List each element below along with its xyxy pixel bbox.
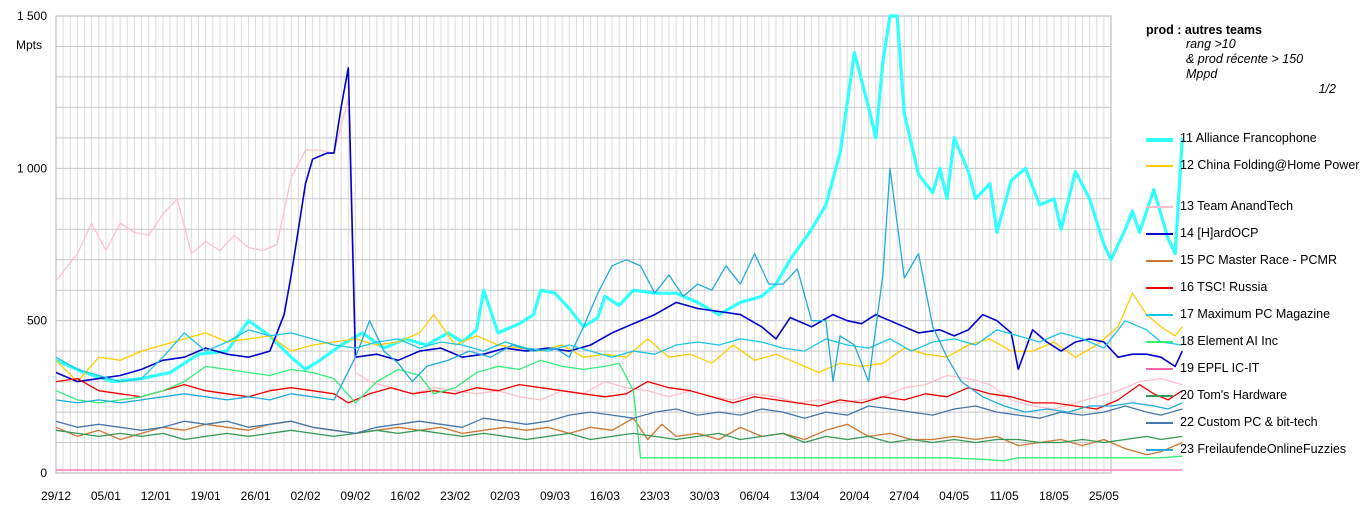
x-tick-label: 27/04 — [889, 489, 919, 503]
x-tick-label: 18/05 — [1039, 489, 1069, 503]
legend-label: 18 Element AI Inc — [1180, 334, 1278, 348]
legend-item: 12 China Folding@Home Power — [1146, 158, 1361, 173]
legend-item: 17 Maximum PC Magazine — [1146, 307, 1361, 322]
x-tick-label: 29/12 — [41, 489, 71, 503]
x-tick-label: 02/02 — [290, 489, 320, 503]
x-tick-label: 12/01 — [141, 489, 171, 503]
x-tick-label: 05/01 — [91, 489, 121, 503]
x-tick-label: 19/01 — [191, 489, 221, 503]
legend-swatch — [1146, 314, 1173, 316]
legend-item: 20 Tom's Hardware — [1146, 388, 1361, 403]
series-line-3 — [55, 67, 1184, 383]
chart-title: prod : autres teams — [1146, 23, 1263, 37]
legend-label: 17 Maximum PC Magazine — [1180, 307, 1331, 321]
x-tick-label: 09/02 — [340, 489, 370, 503]
x-tick-label: 23/02 — [440, 489, 470, 503]
chart-subtitle-line-1: rang >10 — [1186, 37, 1236, 51]
y-tick-label: 0 — [40, 466, 47, 480]
legend-swatch — [1146, 422, 1173, 424]
legend-swatch — [1146, 260, 1173, 262]
chart-title-block: prod : autres teams rang >10 & prod réce… — [1146, 23, 1336, 97]
series-layer — [55, 14, 1184, 471]
x-tick-label: 30/03 — [690, 489, 720, 503]
legend-label: 19 EPFL IC-IT — [1180, 361, 1260, 375]
legend-swatch — [1146, 341, 1173, 343]
legend-item: 19 EPFL IC-IT — [1146, 361, 1361, 376]
y-axis-label: Mpts — [16, 38, 43, 52]
x-tick-label: 06/04 — [740, 489, 770, 503]
page-indicator: 1/2 — [1318, 82, 1336, 96]
plot-frame — [55, 15, 1112, 474]
y-tick-label: 1 000 — [17, 161, 47, 175]
legend-label: 20 Tom's Hardware — [1180, 388, 1288, 402]
y-tick-label: 1 500 — [17, 9, 47, 23]
legend-swatch — [1146, 165, 1173, 167]
series-line-9 — [55, 429, 1183, 444]
legend-item: 22 Custom PC & bit-tech — [1146, 415, 1361, 430]
series-line-2 — [55, 97, 1183, 410]
legend-label: 13 Team AnandTech — [1180, 199, 1294, 213]
legend-label: 15 PC Master Race - PCMR — [1180, 253, 1337, 267]
legend-label: 14 [H]ardOCP — [1180, 226, 1259, 240]
legend-label: 23 FreilaufendeOnlineFuzzies — [1180, 442, 1347, 456]
legend-item: 14 [H]ardOCP — [1146, 226, 1361, 241]
x-tick-label: 02/03 — [490, 489, 520, 503]
legend-swatch — [1146, 395, 1173, 397]
grid-vertical — [62, 16, 1105, 473]
series-line-10 — [55, 405, 1183, 435]
series-line-1 — [55, 292, 1183, 383]
x-tick-label: 09/03 — [540, 489, 570, 503]
legend-label: 16 TSC! Russia — [1180, 280, 1268, 294]
legend-swatch — [1146, 368, 1173, 370]
x-tick-label: 11/05 — [990, 489, 1019, 503]
y-axis: 0 500 1 000 1 500 — [17, 9, 47, 480]
legend-swatch — [1146, 233, 1173, 235]
x-tick-label: 04/05 — [939, 489, 969, 503]
legend-item: 16 TSC! Russia — [1146, 280, 1361, 295]
legend-swatch — [1146, 206, 1173, 208]
legend-swatch — [1146, 287, 1173, 289]
x-tick-label: 13/04 — [789, 489, 819, 503]
x-tick-label: 26/01 — [241, 489, 271, 503]
legend-item: 23 FreilaufendeOnlineFuzzies — [1146, 442, 1361, 457]
legend-item: 13 Team AnandTech — [1146, 199, 1361, 214]
legend-label: 12 China Folding@Home Power — [1180, 158, 1360, 172]
series-line-6 — [55, 320, 1183, 383]
x-tick-label: 20/04 — [839, 489, 869, 503]
legend-label: 11 Alliance Francophone — [1180, 131, 1317, 145]
series-line-11 — [55, 167, 1183, 413]
chart-subtitle-line-2: & prod récente > 150 Mppd — [1186, 52, 1304, 81]
x-axis: 29/12 05/01 12/01 19/01 26/01 02/02 09/02 16/02… — [41, 489, 1119, 503]
series-line-4 — [55, 417, 1183, 456]
legend-item: 15 PC Master Race - PCMR — [1146, 253, 1361, 268]
legend-label: 22 Custom PC & bit-tech — [1180, 415, 1318, 429]
legend-item: 18 Element AI Inc — [1146, 334, 1361, 349]
legend-swatch — [1146, 138, 1173, 142]
y-tick-label: 500 — [27, 314, 47, 328]
x-tick-label: 16/03 — [590, 489, 620, 503]
x-tick-label: 25/05 — [1089, 489, 1119, 503]
series-line-7 — [55, 359, 1183, 462]
x-tick-label: 23/03 — [640, 489, 670, 503]
legend-item: 11 Alliance Francophone — [1146, 131, 1361, 146]
x-tick-label: 16/02 — [390, 489, 420, 503]
legend-swatch — [1146, 449, 1173, 451]
